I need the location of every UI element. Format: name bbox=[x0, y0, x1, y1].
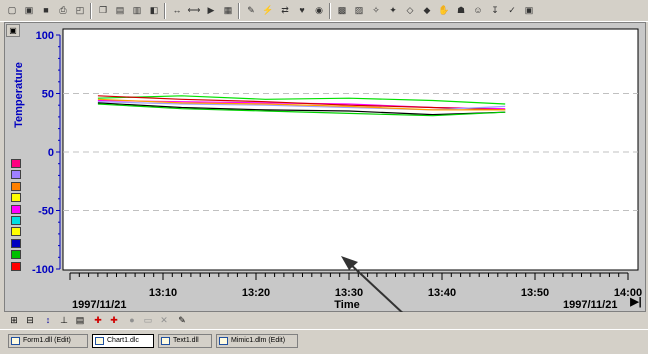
pen-color-swatch[interactable] bbox=[11, 261, 21, 271]
x-tick-label: 13:30 bbox=[335, 287, 363, 299]
tool-b-icon[interactable]: ▨ bbox=[354, 5, 364, 15]
delete-icon[interactable]: ✕ bbox=[160, 315, 168, 325]
y-tick-label: -50 bbox=[38, 206, 54, 218]
task-label: Chart1.dlc bbox=[107, 337, 139, 344]
tool-e-icon[interactable]: ◇ bbox=[406, 5, 414, 15]
cursor-tool-icon[interactable]: ↕ bbox=[45, 315, 51, 325]
edit-icon[interactable]: ✎ bbox=[247, 5, 255, 15]
tool-k-icon[interactable]: ✓ bbox=[508, 5, 516, 15]
toolbar-separator bbox=[238, 3, 240, 19]
plot-area bbox=[62, 28, 639, 271]
x-tick-label: 13:10 bbox=[149, 287, 177, 299]
series-line-1 bbox=[97, 95, 506, 105]
y-tick-label: 0 bbox=[48, 147, 54, 159]
open-icon[interactable]: ▣ bbox=[24, 5, 34, 15]
image-icon[interactable]: ▥ bbox=[132, 5, 142, 15]
pen-color-swatch[interactable] bbox=[11, 170, 21, 180]
chart-icon bbox=[95, 337, 104, 345]
pen-color-swatch[interactable] bbox=[11, 159, 21, 168]
transfer-icon[interactable]: ⇄ bbox=[281, 5, 289, 15]
print-icon[interactable]: ⎙ bbox=[59, 5, 67, 15]
toolbar-separator bbox=[329, 3, 331, 19]
trend-chart[interactable]: 100 50 0 -50 -100 13:10 13:20 13:30 13:40 13:50 1… bbox=[0, 0, 648, 312]
scroll-to-end-button[interactable]: ▶| bbox=[630, 296, 642, 308]
task-label: Form1.dll (Edit) bbox=[23, 337, 71, 344]
pen-color-swatch[interactable] bbox=[11, 204, 21, 214]
pen-color-swatch[interactable] bbox=[11, 250, 21, 260]
y-tick-label: 100 bbox=[36, 30, 54, 42]
layout-icon[interactable]: ▤ bbox=[115, 5, 125, 15]
task-label: Mimic1.dlm (Edit) bbox=[231, 337, 286, 344]
annotation-arrow-head bbox=[341, 256, 358, 270]
tool-c-icon[interactable]: ✧ bbox=[372, 5, 380, 15]
annotation-arrow-shaft bbox=[347, 261, 404, 312]
x-tick-label: 13:50 bbox=[521, 287, 549, 299]
task-text1[interactable]: Text1.dll bbox=[158, 334, 212, 348]
y-tick-label: 50 bbox=[42, 89, 54, 101]
pen-color-swatch[interactable] bbox=[11, 181, 21, 191]
chart-tool-9-icon[interactable]: ▭ bbox=[143, 315, 153, 325]
tool-i-icon[interactable]: ☺ bbox=[473, 5, 483, 15]
x-end-date-label: 1997/11/21 bbox=[563, 299, 617, 311]
pen-color-swatch[interactable] bbox=[11, 216, 21, 225]
series-line-7 bbox=[97, 98, 506, 111]
toolbar-separator bbox=[90, 3, 92, 19]
copy-icon[interactable]: ❐ bbox=[98, 5, 108, 15]
chart-tool-2-icon[interactable]: ⊟ bbox=[26, 315, 34, 325]
tool-f-icon[interactable]: ◆ bbox=[423, 5, 431, 15]
x-tick-label: 14:00 bbox=[614, 287, 642, 299]
pen-color-swatch[interactable] bbox=[11, 227, 21, 237]
main-toolbar: ▢ ▣ ■ ⎙ ◰ ❐ ▤ ▥ ◧ ↔ ⟷ ▶ ▦ ✎ ⚡ ⇄ ♥ ◉ ▩ ▨ ✧ ✦ ◇ ◆ ✋ ☗ ☺ ↧ ✓ ▣ bbox=[0, 0, 648, 22]
lightning-icon[interactable]: ⚡ bbox=[262, 5, 274, 15]
print-preview-icon[interactable]: ◰ bbox=[75, 5, 85, 15]
y-tick-label: -100 bbox=[32, 264, 54, 276]
properties-icon[interactable]: ▦ bbox=[223, 5, 233, 15]
save-icon[interactable]: ■ bbox=[43, 5, 49, 15]
tool-g-icon[interactable]: ✋ bbox=[438, 5, 450, 15]
x-tick-label: 13:20 bbox=[242, 287, 270, 299]
help-icon[interactable]: ◧ bbox=[149, 5, 159, 15]
series-line-6 bbox=[97, 103, 506, 117]
y-axis-label: Temperature bbox=[13, 62, 25, 128]
series-line-3 bbox=[97, 95, 506, 111]
zoom-fit-icon[interactable]: ↔ bbox=[172, 5, 182, 15]
tool-l-icon[interactable]: ▣ bbox=[524, 5, 534, 15]
record-icon[interactable]: ● bbox=[129, 315, 135, 325]
pin-red-2-icon[interactable]: ✚ bbox=[110, 315, 118, 325]
x-axis-label: Time bbox=[334, 299, 359, 311]
task-form1[interactable]: Form1.dll (Edit) bbox=[8, 334, 88, 348]
x-tick-label: 13:40 bbox=[428, 287, 456, 299]
series-line-5 bbox=[97, 102, 506, 116]
form-icon bbox=[11, 337, 20, 345]
chart-options-button[interactable]: ▣ bbox=[6, 24, 20, 37]
chart-tool-4-icon[interactable]: ⊥ bbox=[60, 315, 68, 325]
heart-icon[interactable]: ♥ bbox=[299, 5, 305, 15]
tool-j-icon[interactable]: ↧ bbox=[491, 5, 499, 15]
edit-pen-icon[interactable]: ✎ bbox=[178, 315, 186, 325]
zoom-width-icon[interactable]: ⟷ bbox=[187, 5, 201, 15]
x-start-date-label: 1997/11/21 bbox=[72, 299, 126, 311]
new-icon[interactable]: ▢ bbox=[7, 5, 17, 15]
play-icon[interactable]: ▶ bbox=[207, 5, 215, 15]
tool-a-icon[interactable]: ▩ bbox=[337, 5, 347, 15]
pin-red-icon[interactable]: ✚ bbox=[94, 315, 102, 325]
pen-color-swatch[interactable] bbox=[11, 238, 21, 248]
chart-tool-1-icon[interactable]: ⊞ bbox=[10, 315, 18, 325]
chart-toolbar: ⊞ ⊟ ↕ ⊥ ▤ ✚ ✚ ● ▭ ✕ ✎ bbox=[4, 313, 224, 328]
mimic-icon bbox=[219, 337, 228, 345]
task-mimic1[interactable]: Mimic1.dlm (Edit) bbox=[216, 334, 298, 348]
task-label: Text1.dll bbox=[173, 337, 199, 344]
tool-d-icon[interactable]: ✦ bbox=[389, 5, 397, 15]
target-icon[interactable]: ◉ bbox=[315, 5, 323, 15]
chart-properties-icon[interactable]: ▤ bbox=[75, 315, 85, 325]
document-taskbar: Form1.dll (Edit) Chart1.dlc Text1.dll Mi… bbox=[0, 329, 648, 354]
pen-color-swatch[interactable] bbox=[11, 193, 21, 203]
tool-h-icon[interactable]: ☗ bbox=[456, 5, 466, 15]
text-icon bbox=[161, 337, 170, 345]
toolbar-separator bbox=[164, 3, 166, 19]
task-chart1[interactable]: Chart1.dlc bbox=[92, 334, 154, 348]
